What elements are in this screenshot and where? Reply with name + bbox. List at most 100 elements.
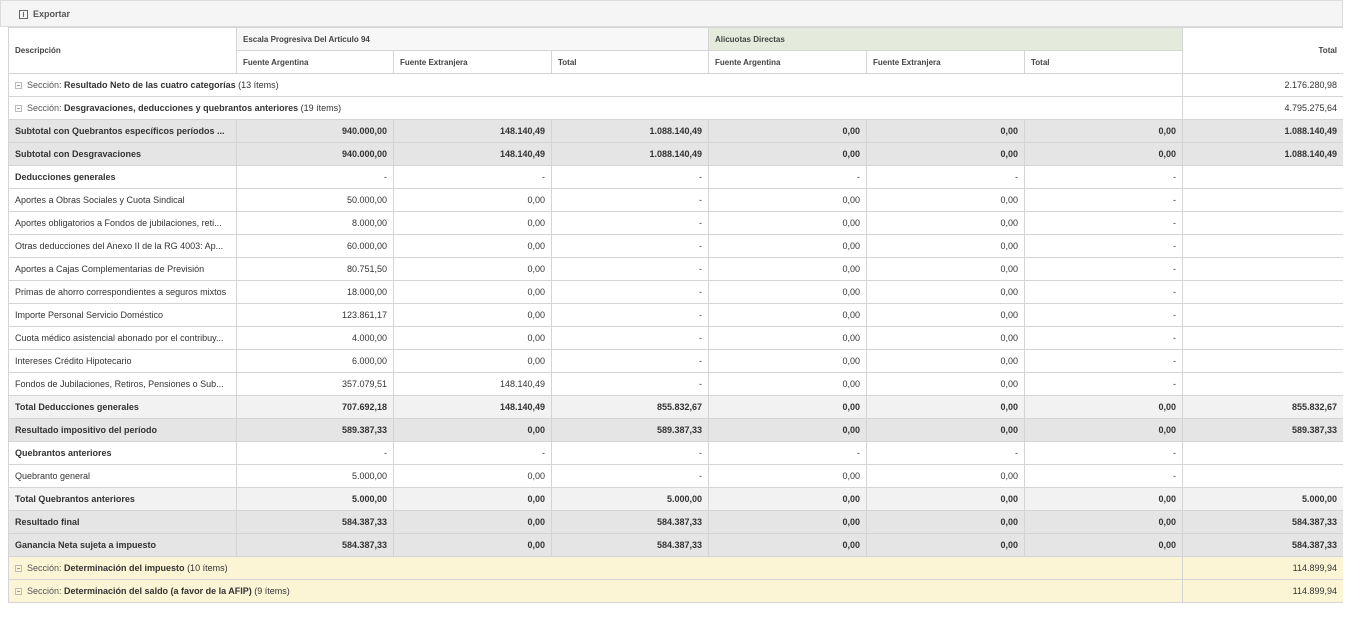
table-row[interactable]: Importe Personal Servicio Doméstico 123.8… [8, 303, 1343, 327]
row-label: Deducciones generales [8, 165, 237, 189]
table-row[interactable]: Aportes a Obras Sociales y Cuota Sindica… [8, 188, 1343, 212]
section-total: 114.899,94 [1182, 556, 1343, 580]
table-cell: 0,00 [708, 280, 867, 304]
table-cell: 5.000,00 [236, 487, 394, 511]
table-row[interactable]: Intereses Crédito Hipotecario 6.000,00 0,0… [8, 349, 1343, 373]
table-row[interactable]: Fondos de Jubilaciones, Retiros, Pension… [8, 372, 1343, 396]
table-cell: 1.088.140,49 [1182, 119, 1343, 143]
table-cell [1182, 280, 1343, 304]
table-cell: - [551, 280, 709, 304]
table-cell: - [1023, 211, 1184, 235]
table-row[interactable]: Otras deducciones del Anexo II de la RG … [8, 234, 1343, 258]
table-row[interactable]: Ganancia Neta sujeta a impuesto 584.387,3… [8, 533, 1343, 557]
table-cell: 940.000,00 [236, 119, 394, 143]
section-header[interactable]: Sección: Determinación del impuesto (10 … [8, 556, 1184, 580]
column-group-alicuotas-directas[interactable]: Alicuotas Directas [707, 27, 1184, 51]
section-header[interactable]: Sección: Resultado Neto de las cuatro ca… [8, 73, 1184, 97]
export-button[interactable]: Exportar [19, 9, 70, 19]
table-cell: 0,00 [866, 372, 1025, 396]
column-header-fuente-extranjera[interactable]: Fuente Extranjera [393, 50, 552, 74]
column-header-fuente-argentina[interactable]: Fuente Argentina [236, 50, 394, 74]
row-label: Intereses Crédito Hipotecario [8, 349, 237, 373]
table-cell: 5.000,00 [551, 487, 709, 511]
section-row[interactable]: Sección: Desgravaciones, deducciones y q… [8, 96, 1343, 120]
table-body: Sección: Resultado Neto de las cuatro ca… [8, 73, 1343, 603]
section-total: 2.176.280,98 [1182, 73, 1343, 97]
table-cell [1182, 441, 1343, 465]
table-cell: 5.000,00 [236, 464, 394, 488]
column-header-descripcion[interactable]: Descripción [8, 27, 237, 74]
table-cell: - [1023, 234, 1184, 258]
table-cell: 0,00 [866, 349, 1025, 373]
table-cell: 0,00 [393, 188, 552, 212]
section-prefix: Sección: [27, 563, 65, 573]
table-cell [1182, 234, 1343, 258]
table-row[interactable]: Subtotal con Quebrantos específicos perí… [8, 119, 1343, 143]
table-cell: 0,00 [1023, 395, 1184, 419]
table-cell: 18.000,00 [236, 280, 394, 304]
column-header-subtotal[interactable]: Total [551, 50, 709, 74]
collapse-toggle-icon[interactable] [15, 105, 22, 113]
collapse-toggle-icon[interactable] [15, 82, 22, 90]
row-label: Total Deducciones generales [8, 395, 237, 419]
table-row[interactable]: Subtotal con Desgravaciones 940.000,00 148… [8, 142, 1343, 166]
table-cell: 8.000,00 [236, 211, 394, 235]
table-cell: 584.387,33 [551, 533, 709, 557]
collapse-toggle-icon[interactable] [15, 588, 22, 596]
table-cell: - [551, 234, 709, 258]
table-row[interactable]: Quebrantos anteriores - - - - - - [8, 441, 1343, 465]
table-cell: 589.387,33 [1182, 418, 1343, 442]
column-header-fuente-argentina[interactable]: Fuente Argentina [708, 50, 867, 74]
table-row[interactable]: Cuota médico asistencial abonado por el … [8, 326, 1343, 350]
table-row[interactable]: Primas de ahorro correspondientes a segu… [8, 280, 1343, 304]
table-cell: - [551, 464, 709, 488]
table-cell: - [551, 211, 709, 235]
section-row[interactable]: Sección: Determinación del saldo (a favo… [8, 579, 1343, 603]
table-cell: 0,00 [866, 395, 1025, 419]
column-header-subtotal[interactable]: Total [1023, 50, 1184, 74]
collapse-toggle-icon[interactable] [15, 565, 22, 573]
section-row[interactable]: Sección: Determinación del impuesto (10 … [8, 556, 1343, 580]
table-cell: - [1023, 464, 1184, 488]
section-header[interactable]: Sección: Determinación del saldo (a favo… [8, 579, 1184, 603]
table-cell [1182, 326, 1343, 350]
table-row[interactable]: Total Quebrantos anteriores 5.000,00 0,00 5… [8, 487, 1343, 511]
table-cell: - [708, 165, 867, 189]
table-cell: 148.140,49 [393, 395, 552, 419]
table-cell: 148.140,49 [393, 142, 552, 166]
export-icon [19, 9, 28, 19]
section-header[interactable]: Sección: Desgravaciones, deducciones y q… [8, 96, 1184, 120]
section-name: Resultado Neto de las cuatro categorías [64, 80, 236, 90]
column-group-escala-progresiva[interactable]: Escala Progresiva Del Articulo 94 [236, 27, 709, 51]
table-cell: 4.000,00 [236, 326, 394, 350]
table-cell: 0,00 [866, 211, 1025, 235]
table-row[interactable]: Deducciones generales - - - - - - [8, 165, 1343, 189]
table-cell: 0,00 [866, 418, 1025, 442]
table-cell: 0,00 [866, 257, 1025, 281]
row-label: Ganancia Neta sujeta a impuesto [8, 533, 237, 557]
row-label: Resultado impositivo del período [8, 418, 237, 442]
table-row[interactable]: Total Deducciones generales 707.692,18 148… [8, 395, 1343, 419]
table-row[interactable]: Aportes a Cajas Complementarias de Previ… [8, 257, 1343, 281]
section-row[interactable]: Sección: Resultado Neto de las cuatro ca… [8, 73, 1343, 97]
table-cell: 0,00 [1023, 418, 1184, 442]
table-cell: 0,00 [708, 188, 867, 212]
row-label: Quebranto general [8, 464, 237, 488]
section-item-count: (10 ítems) [184, 563, 228, 573]
column-header-fuente-extranjera[interactable]: Fuente Extranjera [866, 50, 1025, 74]
table-row[interactable]: Quebranto general 5.000,00 0,00-0,00 0,00- [8, 464, 1343, 488]
table-cell: 0,00 [393, 211, 552, 235]
table-cell: 80.751,50 [236, 257, 394, 281]
table-cell: 0,00 [708, 211, 867, 235]
table-cell: 5.000,00 [1182, 487, 1343, 511]
table-cell: - [1023, 188, 1184, 212]
grid-toolbar: Exportar [0, 0, 1343, 27]
table-cell: - [551, 303, 709, 327]
table-row[interactable]: Aportes obligatorios a Fondos de jubilac… [8, 211, 1343, 235]
table-cell: 0,00 [1023, 533, 1184, 557]
table-row[interactable]: Resultado impositivo del período 589.387,… [8, 418, 1343, 442]
table-row[interactable]: Resultado final 584.387,33 0,00 584.387,33 0… [8, 510, 1343, 534]
table-cell: 0,00 [708, 487, 867, 511]
table-cell: 0,00 [393, 349, 552, 373]
column-header-total[interactable]: Total [1182, 27, 1343, 74]
